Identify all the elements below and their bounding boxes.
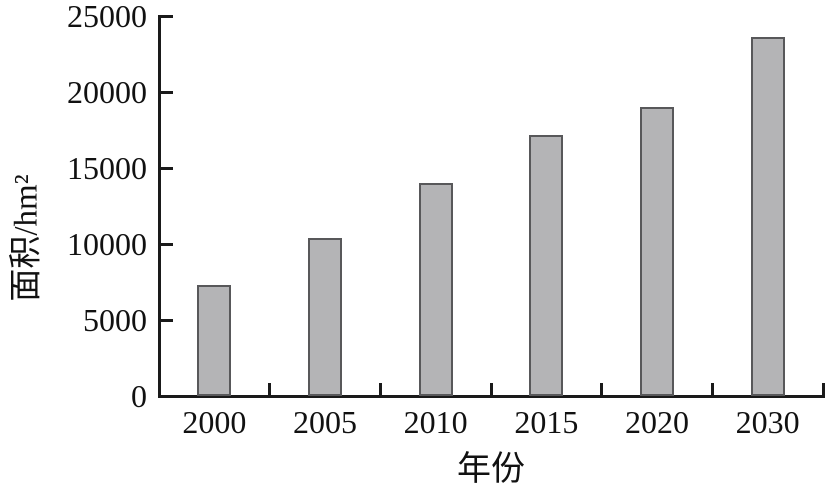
- bar-2030: [750, 37, 785, 396]
- x-axis-title: 年份: [457, 451, 525, 488]
- x-tick-mark: [489, 383, 493, 396]
- y-tick-label: 20000: [67, 74, 147, 110]
- x-tick-label: 2020: [625, 404, 689, 440]
- x-tick-mark: [378, 383, 382, 396]
- y-tick-label: 0: [131, 378, 147, 414]
- x-tick-mark: [821, 383, 825, 396]
- x-tick-label: 2030: [735, 404, 800, 440]
- y-tick-mark: [159, 90, 173, 94]
- x-tick-label: 2010: [403, 404, 468, 440]
- y-tick-label: 10000: [67, 226, 147, 262]
- bar-2020: [640, 107, 674, 396]
- bar-2015: [529, 134, 564, 396]
- y-axis-spine: [158, 15, 161, 398]
- x-axis-spine: [158, 395, 825, 398]
- y-tick-mark: [159, 318, 173, 322]
- y-tick-mark: [159, 14, 173, 18]
- x-tick-mark: [710, 383, 714, 396]
- x-tick-mark: [600, 383, 604, 396]
- y-tick-label: 15000: [67, 150, 147, 186]
- x-tick-label: 2015: [514, 404, 579, 440]
- bar-2010: [418, 183, 453, 396]
- y-axis-title: 面积/hm²: [8, 174, 45, 302]
- y-tick-label: 5000: [83, 302, 147, 338]
- x-tick-label: 2005: [293, 404, 357, 440]
- y-tick-mark: [159, 242, 173, 246]
- y-tick-label: 25000: [67, 0, 147, 34]
- bar-2005: [308, 237, 342, 396]
- y-tick-mark: [159, 166, 173, 170]
- x-tick-mark: [268, 383, 272, 396]
- bar-2000: [197, 285, 232, 396]
- x-tick-label: 2000: [182, 404, 247, 440]
